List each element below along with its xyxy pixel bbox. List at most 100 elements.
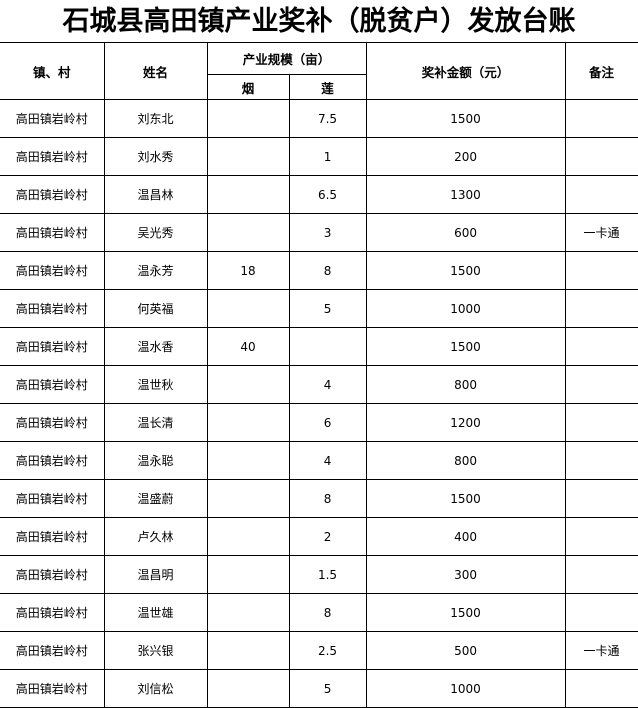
cell-lotus: 8 [288, 479, 367, 518]
cell-tobacco [206, 99, 290, 138]
cell-remark [564, 517, 638, 556]
cell-village: 高田镇岩岭村 [0, 99, 105, 138]
cell-amount: 800 [365, 365, 566, 404]
table-row: 高田镇岩岭村 温盛蔚 8 1500 [0, 479, 638, 518]
cell-village: 高田镇岩岭村 [0, 289, 105, 328]
cell-amount: 300 [365, 555, 566, 594]
table-row: 高田镇岩岭村 刘信松 5 1000 [0, 669, 638, 708]
cell-tobacco: 18 [206, 251, 290, 290]
cell-lotus: 7.5 [288, 99, 367, 138]
cell-name: 刘水秀 [103, 137, 208, 176]
cell-village: 高田镇岩岭村 [0, 669, 105, 708]
table-row: 高田镇岩岭村 温永聪 4 800 [0, 441, 638, 480]
cell-lotus: 6 [288, 403, 367, 442]
header-amount: 奖补金额（元） [365, 42, 566, 100]
cell-village: 高田镇岩岭村 [0, 479, 105, 518]
cell-name: 吴光秀 [103, 213, 208, 252]
cell-village: 高田镇岩岭村 [0, 137, 105, 176]
table-row: 高田镇岩岭村 吴光秀 3 600 一卡通 [0, 213, 638, 252]
table-row: 高田镇岩岭村 温昌林 6.5 1300 [0, 175, 638, 214]
cell-village: 高田镇岩岭村 [0, 403, 105, 442]
cell-tobacco [206, 175, 290, 214]
cell-lotus: 2 [288, 517, 367, 556]
cell-name: 温世雄 [103, 593, 208, 632]
cell-amount: 800 [365, 441, 566, 480]
cell-tobacco [206, 403, 290, 442]
table-row: 高田镇岩岭村 张兴银 2.5 500 一卡通 [0, 631, 638, 670]
cell-tobacco [206, 365, 290, 404]
cell-village: 高田镇岩岭村 [0, 555, 105, 594]
cell-name: 温盛蔚 [103, 479, 208, 518]
cell-name: 温水香 [103, 327, 208, 366]
cell-name: 刘东北 [103, 99, 208, 138]
cell-remark [564, 365, 638, 404]
cell-village: 高田镇岩岭村 [0, 365, 105, 404]
cell-tobacco [206, 517, 290, 556]
cell-tobacco [206, 479, 290, 518]
table-row: 高田镇岩岭村 卢久林 2 400 [0, 517, 638, 556]
cell-name: 温昌林 [103, 175, 208, 214]
cell-tobacco [206, 441, 290, 480]
cell-remark [564, 555, 638, 594]
table-row: 高田镇岩岭村 刘东北 7.5 1500 [0, 99, 638, 138]
cell-amount: 400 [365, 517, 566, 556]
cell-name: 张兴银 [103, 631, 208, 670]
cell-lotus: 8 [288, 593, 367, 632]
cell-name: 温世秋 [103, 365, 208, 404]
header-lotus: 莲 [288, 74, 367, 100]
subsidy-ledger-table: 镇、村 姓名 产业规模（亩） 奖补金额（元） 备注 烟 莲 高田镇岩岭村 刘东北 7… [0, 42, 638, 708]
cell-lotus: 2.5 [288, 631, 367, 670]
cell-amount: 500 [365, 631, 566, 670]
cell-amount: 1000 [365, 289, 566, 328]
table-row: 高田镇岩岭村 刘水秀 1 200 [0, 137, 638, 176]
header-village: 镇、村 [0, 42, 105, 100]
cell-lotus: 4 [288, 365, 367, 404]
cell-amount: 1500 [365, 593, 566, 632]
cell-remark: 一卡通 [564, 213, 638, 252]
cell-amount: 1500 [365, 327, 566, 366]
cell-tobacco [206, 213, 290, 252]
cell-lotus: 5 [288, 289, 367, 328]
cell-amount: 1200 [365, 403, 566, 442]
cell-tobacco [206, 669, 290, 708]
cell-village: 高田镇岩岭村 [0, 631, 105, 670]
cell-name: 温昌明 [103, 555, 208, 594]
cell-lotus: 5 [288, 669, 367, 708]
cell-name: 温永芳 [103, 251, 208, 290]
cell-remark [564, 441, 638, 480]
cell-amount: 1500 [365, 251, 566, 290]
cell-name: 温永聪 [103, 441, 208, 480]
table-row: 高田镇岩岭村 温昌明 1.5 300 [0, 555, 638, 594]
cell-lotus: 6.5 [288, 175, 367, 214]
cell-name: 刘信松 [103, 669, 208, 708]
table-row: 高田镇岩岭村 温水香 40 1500 [0, 327, 638, 366]
cell-remark [564, 479, 638, 518]
cell-amount: 200 [365, 137, 566, 176]
cell-remark [564, 289, 638, 328]
table-row: 高田镇岩岭村 温世秋 4 800 [0, 365, 638, 404]
cell-tobacco [206, 593, 290, 632]
header-remark: 备注 [564, 42, 638, 100]
document-title: 石城县高田镇产业奖补（脱贫户）发放台账 [62, 6, 576, 37]
table-row: 高田镇岩岭村 温长清 6 1200 [0, 403, 638, 442]
cell-name: 何英福 [103, 289, 208, 328]
cell-amount: 1000 [365, 669, 566, 708]
cell-name: 卢久林 [103, 517, 208, 556]
cell-name: 温长清 [103, 403, 208, 442]
header-tobacco: 烟 [207, 74, 290, 100]
cell-remark [564, 327, 638, 366]
header-name: 姓名 [103, 42, 208, 100]
cell-tobacco [206, 555, 290, 594]
cell-lotus: 8 [288, 251, 367, 290]
cell-tobacco [206, 137, 290, 176]
cell-remark [564, 175, 638, 214]
cell-remark [564, 593, 638, 632]
cell-lotus: 1.5 [288, 555, 367, 594]
cell-amount: 600 [365, 213, 566, 252]
cell-lotus [288, 327, 367, 366]
cell-remark: 一卡通 [564, 631, 638, 670]
cell-lotus: 1 [288, 137, 367, 176]
table-row: 高田镇岩岭村 温永芳 18 8 1500 [0, 251, 638, 290]
cell-remark [564, 403, 638, 442]
cell-amount: 1300 [365, 175, 566, 214]
